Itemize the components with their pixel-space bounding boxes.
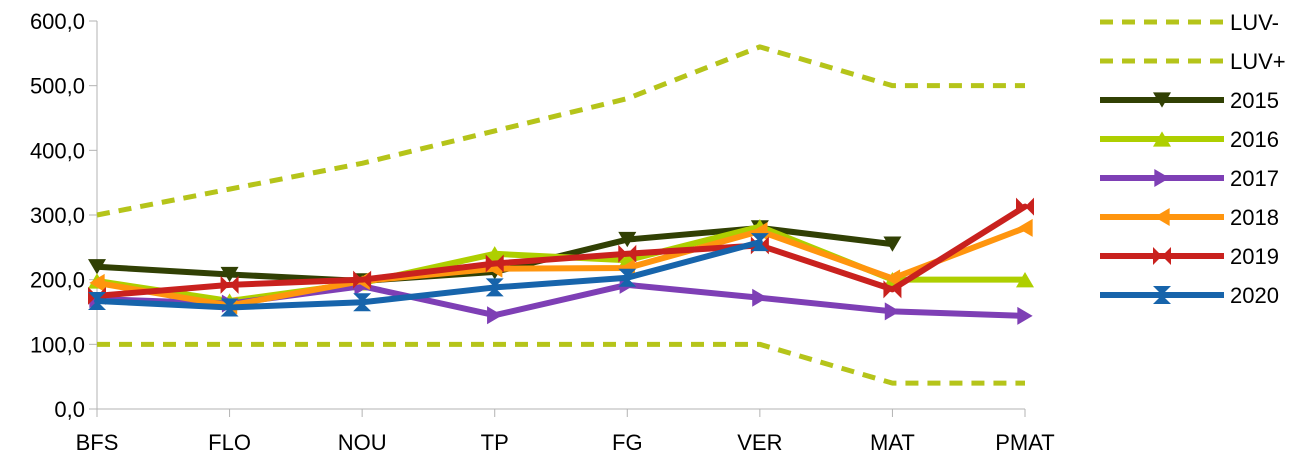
series-LUV- bbox=[97, 341, 1025, 386]
y-tick-label: 300,0 bbox=[30, 203, 85, 228]
legend-label: 2018 bbox=[1230, 205, 1279, 230]
legend-marker-2017 bbox=[1154, 169, 1170, 187]
x-tick-label: FLO bbox=[208, 430, 251, 454]
data-point-2019 bbox=[485, 254, 504, 273]
data-point-2015 bbox=[220, 266, 239, 283]
legend-label: LUV+ bbox=[1230, 49, 1286, 74]
series-2019 bbox=[88, 197, 1034, 305]
legend-label: 2019 bbox=[1230, 244, 1279, 269]
data-point-2020 bbox=[220, 298, 239, 317]
legend-item-2015: 2015 bbox=[1100, 88, 1279, 113]
legend-label: 2017 bbox=[1230, 166, 1279, 191]
legend-marker-2020 bbox=[1153, 286, 1171, 304]
data-point-2020 bbox=[353, 293, 372, 312]
data-point-2018 bbox=[1017, 218, 1033, 237]
data-point-2017 bbox=[487, 306, 503, 325]
x-tick-label: MAT bbox=[870, 430, 915, 454]
x-tick-label: FG bbox=[612, 430, 643, 454]
data-point-2017 bbox=[1017, 306, 1033, 325]
legend-item-LUV+: LUV+ bbox=[1100, 49, 1286, 74]
legend-marker-2019 bbox=[1153, 247, 1171, 265]
data-point-2016 bbox=[1016, 272, 1034, 288]
data-point-2019 bbox=[353, 270, 372, 289]
series-2020 bbox=[88, 233, 769, 317]
legend-item-2019: 2019 bbox=[1100, 244, 1279, 269]
legend-item-2020: 2020 bbox=[1100, 283, 1279, 308]
data-point-2020 bbox=[750, 233, 769, 252]
y-tick-label: 100,0 bbox=[30, 332, 85, 357]
legend-label: LUV- bbox=[1230, 10, 1279, 35]
legend-item-2017: 2017 bbox=[1100, 166, 1279, 191]
legend-marker-2016 bbox=[1153, 131, 1171, 147]
series-line-LUV+ bbox=[96, 44, 1025, 218]
data-point-2019 bbox=[1016, 197, 1034, 216]
legend-item-2016: 2016 bbox=[1100, 127, 1279, 152]
legend-label: 2015 bbox=[1230, 88, 1279, 113]
data-point-2015 bbox=[618, 231, 637, 248]
series-line-2019 bbox=[94, 203, 1028, 299]
y-tick-label: 600,0 bbox=[30, 9, 85, 34]
data-point-2020 bbox=[88, 292, 106, 311]
legend-label: 2020 bbox=[1230, 283, 1279, 308]
data-point-2020 bbox=[485, 278, 504, 297]
legend-marker-2015 bbox=[1153, 92, 1171, 108]
data-point-2018 bbox=[89, 273, 105, 292]
data-point-2017 bbox=[752, 288, 768, 307]
legend-item-LUV-: LUV- bbox=[1100, 10, 1279, 35]
data-point-2018 bbox=[884, 269, 901, 288]
data-point-2020 bbox=[618, 268, 637, 287]
y-tick-label: 0,0 bbox=[54, 397, 85, 422]
x-tick-label: VER bbox=[737, 430, 782, 454]
x-tick-label: BFS bbox=[76, 430, 119, 454]
plot-area bbox=[88, 44, 1034, 386]
data-point-2019 bbox=[883, 280, 902, 299]
series-line-2018 bbox=[94, 224, 1028, 309]
legend-item-2018: 2018 bbox=[1100, 205, 1279, 230]
data-point-2016 bbox=[485, 246, 504, 262]
y-tick-label: 200,0 bbox=[30, 268, 85, 293]
data-point-2019 bbox=[220, 275, 239, 294]
data-point-2019 bbox=[618, 244, 637, 263]
axes: 0,0 100,0 200,0 300,0 400,0 500,0 600,0 BFS FLO N… bbox=[30, 9, 1055, 454]
legend-label: 2016 bbox=[1230, 127, 1279, 152]
y-tick-label: 500,0 bbox=[30, 74, 85, 99]
data-point-2015 bbox=[88, 259, 106, 275]
series-line-2020 bbox=[94, 239, 763, 311]
x-tick-label: PMAT bbox=[995, 430, 1054, 454]
series-2016 bbox=[88, 218, 1034, 309]
series-line-LUV- bbox=[97, 341, 1025, 386]
legend-marker-2018 bbox=[1154, 208, 1170, 226]
data-point-2015 bbox=[883, 236, 902, 252]
x-tick-label: TP bbox=[481, 430, 509, 454]
data-point-2017 bbox=[884, 302, 901, 321]
y-tick-label: 400,0 bbox=[30, 138, 85, 163]
series-LUV+ bbox=[96, 44, 1025, 218]
x-tick-label: NOU bbox=[338, 430, 387, 454]
legend: LUV- LUV+ 2015 2016 2017 2018 2019 2020 bbox=[1100, 10, 1286, 308]
